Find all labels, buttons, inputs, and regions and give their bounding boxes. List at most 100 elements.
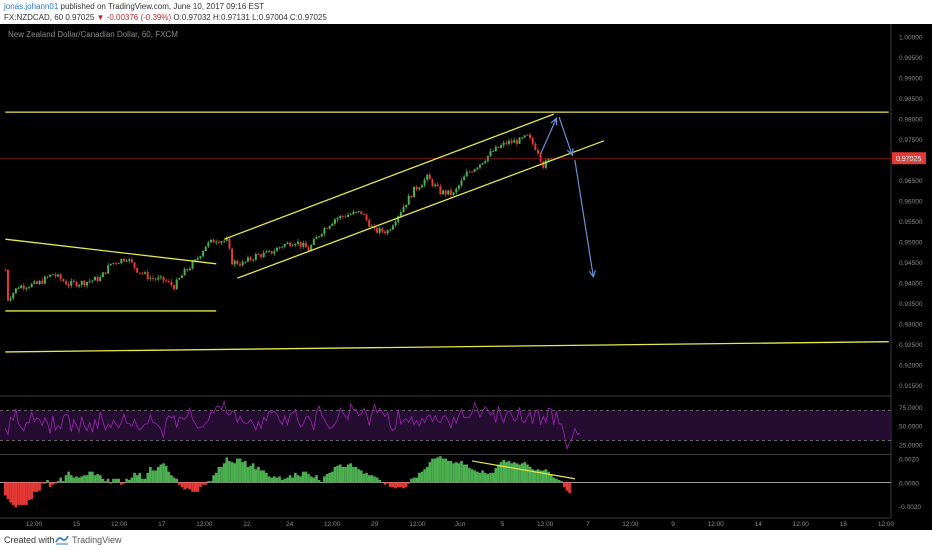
candle-body bbox=[318, 236, 321, 238]
candle-body bbox=[20, 285, 23, 289]
price-pane: 0.97025 bbox=[0, 132, 926, 303]
histogram-bar bbox=[214, 472, 218, 483]
histogram-bar bbox=[357, 469, 360, 483]
candle-body bbox=[70, 280, 73, 286]
histogram-bar bbox=[30, 482, 34, 499]
histogram-bar bbox=[431, 458, 434, 483]
candle-body bbox=[336, 218, 339, 220]
histogram-bar bbox=[462, 464, 466, 483]
candle-body bbox=[268, 251, 271, 252]
histogram-bar bbox=[130, 477, 134, 483]
candle-body bbox=[391, 225, 394, 230]
candle-body bbox=[513, 140, 516, 143]
histogram-bar bbox=[191, 482, 194, 492]
histogram-bar bbox=[212, 475, 215, 483]
candle-body bbox=[347, 214, 350, 218]
histogram-bar bbox=[262, 470, 266, 483]
candle-body bbox=[442, 190, 445, 195]
candle-body bbox=[362, 213, 365, 215]
histogram-bar bbox=[146, 472, 150, 483]
histogram-bar bbox=[349, 463, 353, 483]
histogram-bar bbox=[436, 457, 440, 483]
histogram-bar bbox=[301, 471, 305, 483]
candle-body bbox=[407, 195, 410, 205]
histogram-bar bbox=[489, 472, 492, 483]
candle-body bbox=[502, 142, 505, 146]
histogram-bar bbox=[402, 482, 405, 489]
candle-body bbox=[88, 281, 91, 282]
candle-body bbox=[523, 135, 526, 138]
candle-body bbox=[220, 241, 223, 243]
candle-body bbox=[381, 228, 384, 232]
candle-body bbox=[539, 153, 542, 162]
histogram-bar bbox=[547, 471, 550, 483]
histogram-bar bbox=[486, 474, 490, 483]
histogram-bar bbox=[541, 470, 545, 483]
histogram-bar bbox=[505, 462, 508, 483]
candle-body bbox=[378, 228, 381, 233]
histogram-bar bbox=[365, 472, 368, 483]
histogram-bar bbox=[568, 482, 571, 494]
histogram-bar bbox=[27, 482, 31, 501]
candle-body bbox=[188, 268, 191, 271]
histogram-bar bbox=[460, 460, 463, 483]
candle-body bbox=[28, 287, 31, 289]
histogram-bar bbox=[394, 482, 397, 489]
candle-body bbox=[294, 243, 297, 246]
histogram-bar bbox=[328, 472, 331, 483]
histogram-bar bbox=[373, 476, 376, 483]
histogram-bar bbox=[296, 475, 300, 483]
histogram-bar bbox=[415, 477, 418, 483]
histogram-bar bbox=[404, 482, 408, 488]
histogram-bar bbox=[283, 478, 287, 483]
candle-body bbox=[402, 207, 405, 213]
histogram-bar bbox=[312, 477, 316, 483]
price-tick-label: 0.98500 bbox=[899, 96, 923, 103]
histogram-bar bbox=[96, 474, 99, 483]
candle-body bbox=[478, 164, 481, 168]
tradingview-logo-icon bbox=[55, 535, 69, 545]
candle-body bbox=[415, 186, 418, 190]
published-text: published on TradingView.com, June 10, 2… bbox=[58, 2, 265, 11]
candle-body bbox=[246, 257, 249, 262]
candle-body bbox=[428, 174, 431, 180]
histogram-bar bbox=[40, 482, 44, 484]
candle-body bbox=[410, 195, 413, 198]
histogram-bar bbox=[243, 460, 247, 483]
histogram-bar bbox=[193, 482, 197, 492]
histogram-bar bbox=[518, 464, 521, 483]
candle-body bbox=[165, 280, 168, 282]
candle-body bbox=[183, 268, 186, 276]
histogram-bar bbox=[175, 478, 179, 483]
histogram-bar bbox=[470, 469, 474, 483]
rsi-line bbox=[4, 399, 581, 451]
last-price: 0.97025 bbox=[65, 13, 95, 22]
histogram-bar bbox=[359, 470, 363, 483]
candle-body bbox=[275, 247, 278, 252]
histogram-bar bbox=[133, 472, 136, 483]
publish-line: jonas.johann01 published on TradingView.… bbox=[4, 2, 264, 12]
candle-body bbox=[349, 214, 352, 216]
candle-body bbox=[265, 251, 268, 253]
histogram-bar bbox=[46, 479, 49, 483]
brand-name[interactable]: TradingView bbox=[72, 535, 122, 545]
chart-area[interactable]: New Zealand Dollar/Canadian Dollar, 60, … bbox=[0, 24, 932, 530]
histogram-bar bbox=[304, 471, 308, 483]
chart-frame bbox=[0, 24, 892, 519]
candle-body bbox=[125, 260, 128, 262]
candle-body bbox=[384, 231, 387, 234]
candle-body bbox=[196, 258, 199, 260]
candle-body bbox=[144, 272, 147, 274]
histogram-bar bbox=[428, 462, 432, 483]
histogram-bar bbox=[399, 482, 403, 488]
candle-body bbox=[449, 190, 452, 195]
candle-body bbox=[473, 169, 476, 172]
time-tick-label: 17 bbox=[158, 521, 166, 528]
histogram-pane bbox=[0, 456, 891, 508]
author-link[interactable]: jonas.johann01 bbox=[4, 2, 59, 11]
histogram-bar bbox=[228, 460, 231, 483]
candle-body bbox=[289, 242, 292, 247]
candle-body bbox=[344, 216, 347, 218]
axis-layer: 1.00000 0.99500 0.99000 0.98500 0.98000 0.975… bbox=[26, 34, 923, 528]
candle-body bbox=[333, 219, 336, 224]
